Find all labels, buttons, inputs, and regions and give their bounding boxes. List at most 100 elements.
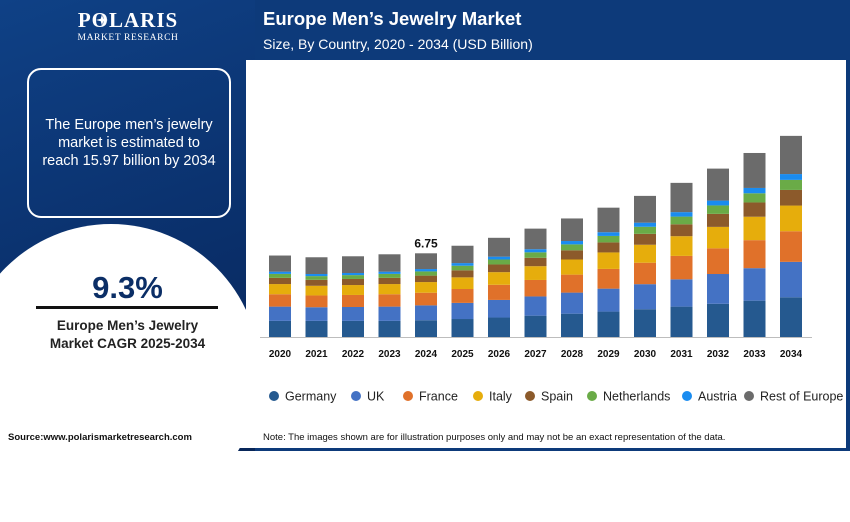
bar-segment-austria-2025 — [451, 263, 474, 266]
legend-swatch-netherlands — [587, 391, 597, 401]
bar-segment-italy-2034 — [780, 205, 802, 232]
source-strip — [0, 426, 246, 448]
bar-segment-france-2032 — [707, 248, 729, 275]
bar-segment-austria-2028 — [561, 241, 583, 245]
bar-segment-italy-2032 — [707, 226, 729, 249]
bar-segment-uk-2030 — [634, 284, 656, 310]
bar-segment-spain-2030 — [634, 233, 656, 245]
bar-segment-uk-2034 — [780, 261, 802, 298]
bar-segment-uk-2028 — [561, 292, 583, 314]
info-box: The Europe men’s jewelry market is estim… — [27, 68, 231, 218]
bar-segment-netherlands-2034 — [780, 179, 802, 190]
bar-segment-uk-2032 — [707, 274, 729, 304]
bar-segment-rest-of-europe-2022 — [342, 256, 364, 274]
bar-segment-netherlands-2020 — [269, 273, 291, 278]
bar-segment-rest-of-europe-2030 — [634, 195, 656, 223]
x-tick-label-2029: 2029 — [597, 349, 620, 360]
bar-segment-rest-of-europe-2027 — [524, 228, 547, 250]
bar-segment-italy-2027 — [524, 266, 547, 280]
note-text: Note: The images shown are for illustrat… — [263, 432, 726, 443]
bar-segment-austria-2032 — [707, 200, 729, 206]
bar-segment-germany-2025 — [451, 319, 474, 337]
bar-segment-netherlands-2025 — [451, 265, 474, 271]
bar-segment-austria-2030 — [634, 222, 656, 227]
x-tick-label-2034: 2034 — [780, 349, 803, 360]
bar-segment-uk-2022 — [342, 306, 364, 321]
bar-segment-france-2024 — [415, 292, 437, 306]
legend-label-italy: Italy — [489, 390, 513, 404]
bar-segment-france-2031 — [670, 255, 693, 280]
bar-segment-austria-2031 — [670, 212, 693, 217]
bar-segment-netherlands-2028 — [561, 244, 583, 251]
bar-segment-france-2029 — [597, 268, 620, 289]
bar-segment-italy-2023 — [378, 284, 401, 295]
bar-segment-austria-2026 — [488, 256, 510, 260]
bar-segment-spain-2027 — [524, 257, 547, 267]
bar-segment-germany-2024 — [415, 320, 437, 337]
chart-title: Europe Men’s Jewelry Market — [263, 8, 522, 29]
bar-segment-germany-2032 — [707, 303, 729, 337]
bar-segment-italy-2028 — [561, 259, 583, 275]
bar-segment-spain-2034 — [780, 189, 802, 206]
bar-segment-france-2026 — [488, 284, 510, 300]
bar-segment-france-2028 — [561, 274, 583, 293]
bar-segment-rest-of-europe-2033 — [743, 152, 766, 188]
bar-segment-netherlands-2024 — [415, 271, 437, 276]
bar-segment-spain-2026 — [488, 264, 510, 273]
bar-segment-spain-2022 — [342, 278, 364, 286]
bar-segment-italy-2029 — [597, 252, 620, 269]
bar-segment-italy-2033 — [743, 216, 766, 241]
bar-segment-italy-2024 — [415, 282, 437, 293]
bar-segment-austria-2020 — [269, 271, 291, 274]
cagr-label: Europe Men’s Jewelry Market CAGR 2025-20… — [0, 317, 255, 353]
bar-segment-austria-2024 — [415, 269, 437, 272]
bar-segment-italy-2022 — [342, 285, 364, 295]
bar-segment-netherlands-2033 — [743, 193, 766, 203]
bar-segment-uk-2023 — [378, 306, 401, 321]
bar-segment-rest-of-europe-2029 — [597, 207, 620, 233]
bar-segment-uk-2021 — [305, 307, 328, 321]
brand-name: POLARIS — [77, 8, 179, 32]
bar-segment-netherlands-2032 — [707, 205, 729, 214]
cagr-label-line2: Market CAGR 2025-2034 — [49, 336, 206, 351]
bar-segment-rest-of-europe-2021 — [305, 257, 328, 275]
bar-segment-spain-2031 — [670, 224, 693, 237]
bar-segment-france-2023 — [378, 294, 401, 307]
bar-segment-italy-2021 — [305, 285, 328, 296]
x-tick-label-2022: 2022 — [342, 349, 365, 360]
note-strip — [246, 426, 846, 448]
x-tick-label-2031: 2031 — [670, 349, 693, 360]
legend-label-germany: Germany — [285, 390, 337, 404]
bar-segment-spain-2025 — [451, 270, 474, 278]
bar-segment-spain-2024 — [415, 275, 437, 283]
x-tick-label-2028: 2028 — [561, 349, 584, 360]
legend-swatch-italy — [473, 391, 483, 401]
bar-segment-uk-2025 — [451, 302, 474, 320]
bar-segment-germany-2034 — [780, 297, 802, 337]
bar-segment-germany-2031 — [670, 306, 693, 337]
bar-segment-germany-2021 — [305, 320, 328, 337]
bar-segment-france-2022 — [342, 294, 364, 307]
bar-segment-rest-of-europe-2032 — [707, 168, 729, 201]
bar-segment-netherlands-2021 — [305, 276, 328, 280]
bar-segment-uk-2020 — [269, 306, 291, 321]
legend-label-france: France — [419, 390, 458, 404]
bar-segment-netherlands-2022 — [342, 275, 364, 279]
bar-segment-germany-2020 — [269, 320, 291, 337]
star-icon — [96, 14, 108, 26]
x-tick-label-2025: 2025 — [451, 349, 474, 360]
bar-segment-germany-2029 — [597, 311, 620, 337]
legend-swatch-germany — [269, 391, 279, 401]
legend-label-rest-of-europe: Rest of Europe — [760, 390, 843, 404]
x-tick-label-2030: 2030 — [634, 349, 657, 360]
bar-segment-austria-2034 — [780, 174, 802, 180]
bar-segment-rest-of-europe-2020 — [269, 255, 291, 272]
info-box-text: The Europe men’s jewelry market is estim… — [42, 117, 216, 169]
x-tick-label-2023: 2023 — [378, 349, 401, 360]
legend-label-austria: Austria — [698, 390, 737, 404]
bar-segment-spain-2032 — [707, 213, 729, 227]
legend-swatch-uk — [351, 391, 361, 401]
legend-label-spain: Spain — [541, 390, 573, 404]
data-label-2024: 6.75 — [414, 236, 438, 250]
bar-segment-spain-2020 — [269, 277, 291, 285]
